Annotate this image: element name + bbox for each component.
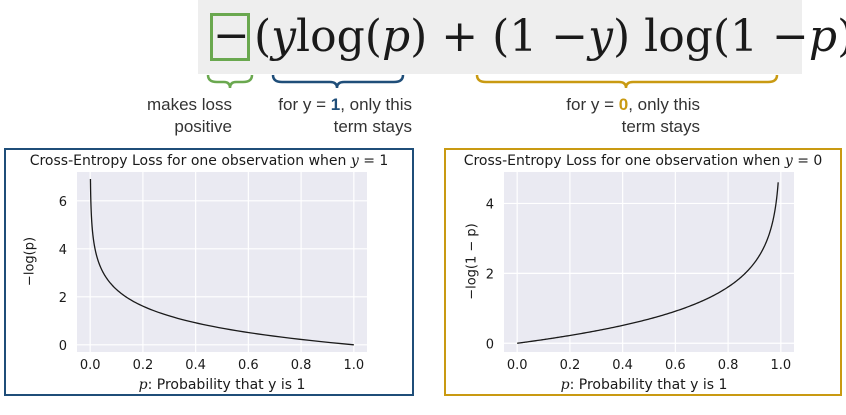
x-tick-label-y0: 0.2 [560, 358, 581, 373]
chart-svg-y1: 0.0 0.2 0.4 0.6 0.8 1.0 0 2 4 6 [59, 172, 367, 373]
term1-brace [271, 74, 405, 89]
chart-xlabel-y0: p: Probability that y is 1 [504, 377, 784, 393]
chart-title-y0-var: y [784, 153, 793, 169]
term1-post: , only this [340, 95, 412, 114]
formula-y-2: y [588, 11, 613, 62]
term1-annotation-line2: term stays [333, 117, 412, 136]
cross-entropy-formula: − ( y log( p ) + (1 − y ) log(1 − p )) [210, 2, 846, 72]
formula-p-2: p [808, 11, 838, 62]
x-tick-label-y1: 1.0 [343, 358, 364, 373]
term1-annotation-line1: for y = 1, only this [270, 94, 412, 116]
chart-title-y1-prefix: Cross-Entropy Loss for one observation w… [29, 153, 351, 169]
formula-open-paren: ( [254, 11, 272, 62]
term2-annotation-line2: term stays [621, 117, 700, 136]
y-tick-label-y1: 4 [59, 243, 67, 258]
chart-panel-y1: Cross-Entropy Loss for one observation w… [4, 148, 414, 396]
x-tick-label-y1: 0.2 [133, 358, 154, 373]
term2-annotation-line1: for y = 0, only this [556, 94, 700, 116]
chart-ylabel-y1: −log(p) [22, 236, 38, 287]
x-tick-label-y1: 0.4 [185, 358, 206, 373]
chart-ylabel-y0: −log(1 − p) [464, 223, 480, 300]
chart-svg-y0: 0.0 0.2 0.4 0.6 0.8 1.0 0 2 4 [486, 172, 794, 373]
x-tick-label-y1: 0.8 [291, 358, 312, 373]
x-tick-label-y0: 0.8 [718, 358, 739, 373]
term1-pre: for y = [278, 95, 331, 114]
formula-p-1: p [381, 11, 411, 62]
formula-background [198, 0, 802, 74]
y-tick-label-y1: 0 [59, 339, 67, 354]
x-tick-label-y0: 0.0 [507, 358, 528, 373]
minus-annotation: makes loss positive [136, 94, 232, 138]
plot-area-y1 [77, 172, 367, 352]
y-tick-label-y0: 0 [486, 337, 494, 352]
loss-curve-y1 [89, 179, 354, 346]
minus-sign: − [210, 13, 250, 61]
y-tick-label-y0: 4 [486, 197, 494, 212]
y-tick-label-y0: 2 [486, 267, 494, 282]
formula-log-1: log( [296, 11, 382, 62]
chart-title-y0: Cross-Entropy Loss for one observation w… [446, 153, 840, 169]
term2-brace [475, 74, 779, 89]
term2-pre: for y = [566, 95, 619, 114]
chart-xlabel-y1: p: Probability that y is 1 [82, 377, 362, 393]
x-tick-label-y1: 0.0 [80, 358, 101, 373]
term1-annotation: for y = 1, only this term stays [270, 94, 412, 138]
x-tick-label-y0: 0.6 [665, 358, 686, 373]
y-tick-label-y1: 2 [59, 291, 67, 306]
minus-brace [206, 74, 254, 89]
term2-value: 0 [618, 95, 629, 114]
x-tick-label-y0: 0.4 [612, 358, 633, 373]
chart-title-y1: Cross-Entropy Loss for one observation w… [6, 153, 412, 169]
x-tick-label-y1: 0.6 [238, 358, 259, 373]
chart-title-y0-suffix: = 0 [792, 153, 823, 169]
chart-xlabel-y1-rest: : Probability that y is 1 [147, 377, 306, 393]
term2-annotation: for y = 0, only this term stays [556, 94, 700, 138]
chart-title-y1-var: y [350, 153, 359, 169]
chart-title-y0-prefix: Cross-Entropy Loss for one observation w… [463, 153, 785, 169]
minus-annotation-line1: makes loss [146, 95, 232, 114]
formula-close: )) [837, 2, 846, 72]
chart-xlabel-y0-var: p [560, 377, 570, 393]
formula-mid: ) + (1 − [410, 11, 589, 62]
chart-xlabel-y0-rest: : Probability that y is 1 [569, 377, 728, 393]
plot-area-y0 [504, 172, 794, 352]
chart-panel-y0: Cross-Entropy Loss for one observation w… [444, 148, 842, 396]
formula-log-2: ) log(1 − [613, 11, 809, 62]
loss-curve-y0 [517, 182, 779, 344]
formula-y-1: y [271, 11, 297, 62]
chart-xlabel-y1-var: p [138, 377, 148, 393]
term2-post: , only this [628, 95, 700, 114]
chart-title-y1-suffix: = 1 [358, 153, 389, 169]
minus-annotation-line2: positive [174, 117, 232, 136]
term1-value: 1 [330, 95, 341, 114]
y-tick-label-y1: 6 [59, 195, 67, 210]
x-tick-label-y0: 1.0 [770, 358, 791, 373]
